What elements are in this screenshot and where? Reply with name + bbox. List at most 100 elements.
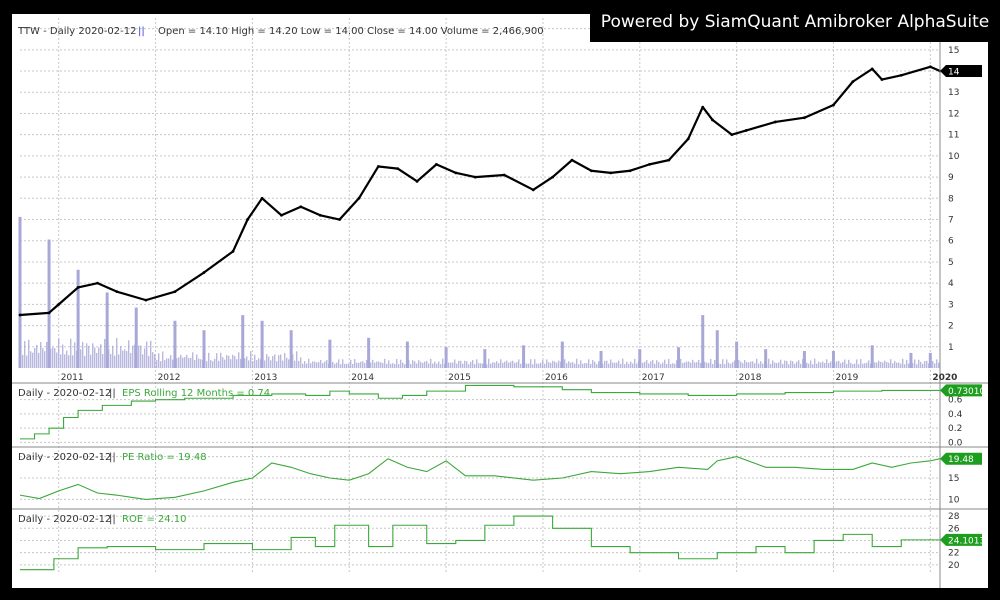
indicator-pane-label: Daily - 2020-02-12 [18, 388, 111, 399]
chart-canvas: 2011 2012 2013 2014 2015 2016 2017 2018 2019 2020… [12, 14, 988, 588]
volume-bar [552, 360, 554, 368]
volume-bar [110, 354, 112, 368]
y-tick-label: 0.0 [948, 438, 963, 448]
volume-bar [736, 363, 738, 368]
volume-bar [848, 359, 850, 368]
volume-bar [594, 361, 596, 368]
volume-bar [466, 361, 468, 368]
y-tick-label: 5 [948, 258, 954, 268]
volume-bar [532, 364, 534, 368]
volume-bar [296, 351, 298, 368]
volume-bar [54, 348, 56, 368]
volume-bar [378, 361, 380, 368]
volume-bar [130, 353, 132, 368]
volume-bar [628, 363, 630, 368]
volume-bar [758, 363, 760, 368]
volume-bar [640, 361, 642, 368]
volume-bar [778, 362, 780, 368]
volume-bar [764, 361, 766, 368]
price-point [551, 175, 555, 179]
y-tick-label: 12 [948, 109, 959, 119]
volume-bar [476, 359, 478, 368]
volume-bar [764, 349, 768, 368]
indicator-separator: || [109, 514, 116, 525]
volume-bar [854, 363, 856, 368]
volume-bar [400, 359, 402, 368]
volume-bar [816, 363, 818, 368]
volume-bar [592, 360, 594, 368]
volume-bar [518, 359, 520, 368]
volume-bar [232, 354, 234, 368]
volume-bar [600, 360, 602, 368]
volume-bar [822, 361, 824, 368]
volume-bar [444, 347, 448, 368]
volume-bar [230, 359, 232, 368]
volume-bar [898, 362, 900, 368]
volume-bar [48, 350, 50, 368]
volume-bar [58, 338, 60, 368]
volume-bar [228, 355, 230, 368]
volume-bar [909, 352, 913, 368]
indicator-pane-label: Daily - 2020-02-12 [18, 452, 111, 463]
volume-bar [126, 351, 128, 368]
volume-bar [542, 360, 544, 368]
volume-bar [912, 363, 914, 368]
volume-bar [470, 361, 472, 368]
volume-bar [112, 345, 114, 368]
volume-bar [60, 354, 62, 368]
volume-bar [430, 358, 432, 368]
price-point [686, 137, 690, 141]
volume-bar [722, 359, 724, 368]
volume-bar [826, 359, 828, 368]
volume-bar [464, 360, 466, 368]
price-point [570, 158, 574, 162]
volume-bar [312, 361, 314, 368]
volume-bar [388, 360, 390, 368]
volume-bar [672, 363, 674, 368]
volume-bar [896, 362, 898, 368]
price-point [648, 162, 651, 166]
volume-bar [240, 358, 242, 368]
volume-bar [792, 361, 794, 368]
volume-bar [788, 364, 790, 368]
volume-bar [858, 364, 860, 368]
volume-bar [738, 359, 740, 368]
volume-bar [454, 359, 456, 368]
volume-bar [134, 307, 138, 368]
volume-bar [204, 351, 206, 368]
volume-bar [920, 361, 922, 368]
volume-bar [92, 343, 94, 368]
volume-bar [478, 363, 480, 368]
volume-bar [874, 362, 876, 368]
volume-bar [314, 361, 316, 368]
volume-bar [408, 360, 410, 368]
volume-bar [790, 360, 792, 368]
volume-bar [666, 364, 668, 368]
volume-bar [202, 360, 204, 368]
volume-bar [280, 354, 282, 368]
price-point [18, 313, 22, 317]
volume-bar [530, 359, 532, 368]
volume-bar [746, 362, 748, 368]
volume-bar [728, 362, 730, 368]
volume-bar [82, 342, 84, 368]
price-point [502, 173, 506, 177]
volume-bar [618, 360, 620, 368]
last-value-marker [940, 65, 982, 78]
volume-bar [350, 359, 352, 368]
volume-bar [74, 342, 76, 368]
volume-bar [300, 357, 302, 368]
volume-bar [318, 362, 320, 368]
volume-bar [214, 358, 216, 368]
volume-bar [402, 362, 404, 368]
volume-bar [644, 361, 646, 368]
volume-bar [930, 360, 932, 368]
volume-bar [30, 351, 32, 368]
volume-bar [238, 352, 240, 368]
volume-bar [892, 363, 894, 368]
volume-bar [544, 363, 546, 368]
volume-bar [364, 362, 366, 368]
volume-bar [776, 363, 778, 368]
ohlc-readout: Open = 14.10 High = 14.20 Low = 14.00 Cl… [158, 26, 544, 37]
price-pane-title: TTW - Daily 2020-02-12 [17, 26, 137, 37]
